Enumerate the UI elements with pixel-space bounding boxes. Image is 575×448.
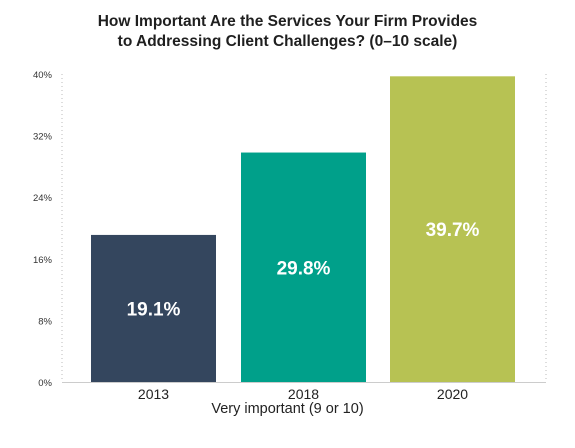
x-tick-label: 2018 (288, 386, 319, 402)
bar-value-label: 29.8% (277, 258, 331, 279)
y-tick-label: 40% (33, 70, 53, 81)
x-axis-label: Very important (9 or 10) (211, 401, 364, 417)
bar-2013 (91, 234, 216, 382)
y-tick-label: 8% (38, 316, 52, 327)
chart-title-line-1: How Important Are the Services Your Firm… (97, 13, 478, 30)
bar-2018 (241, 152, 366, 382)
bar-2020 (390, 76, 515, 382)
x-tick-label: 2020 (437, 386, 468, 402)
y-tick-label: 16% (33, 255, 53, 266)
chart-title: How Important Are the Services Your Firm… (0, 12, 575, 52)
bar-value-label: 39.7% (426, 220, 480, 241)
x-tick-label: 2013 (138, 386, 169, 402)
y-tick-label: 24% (33, 193, 53, 204)
y-tick-label: 0% (38, 378, 52, 389)
chart-title-line-2: to Addressing Client Challenges? (0–10 s… (117, 33, 458, 50)
y-tick-label: 32% (33, 132, 53, 143)
bar-value-label: 19.1% (127, 299, 181, 320)
